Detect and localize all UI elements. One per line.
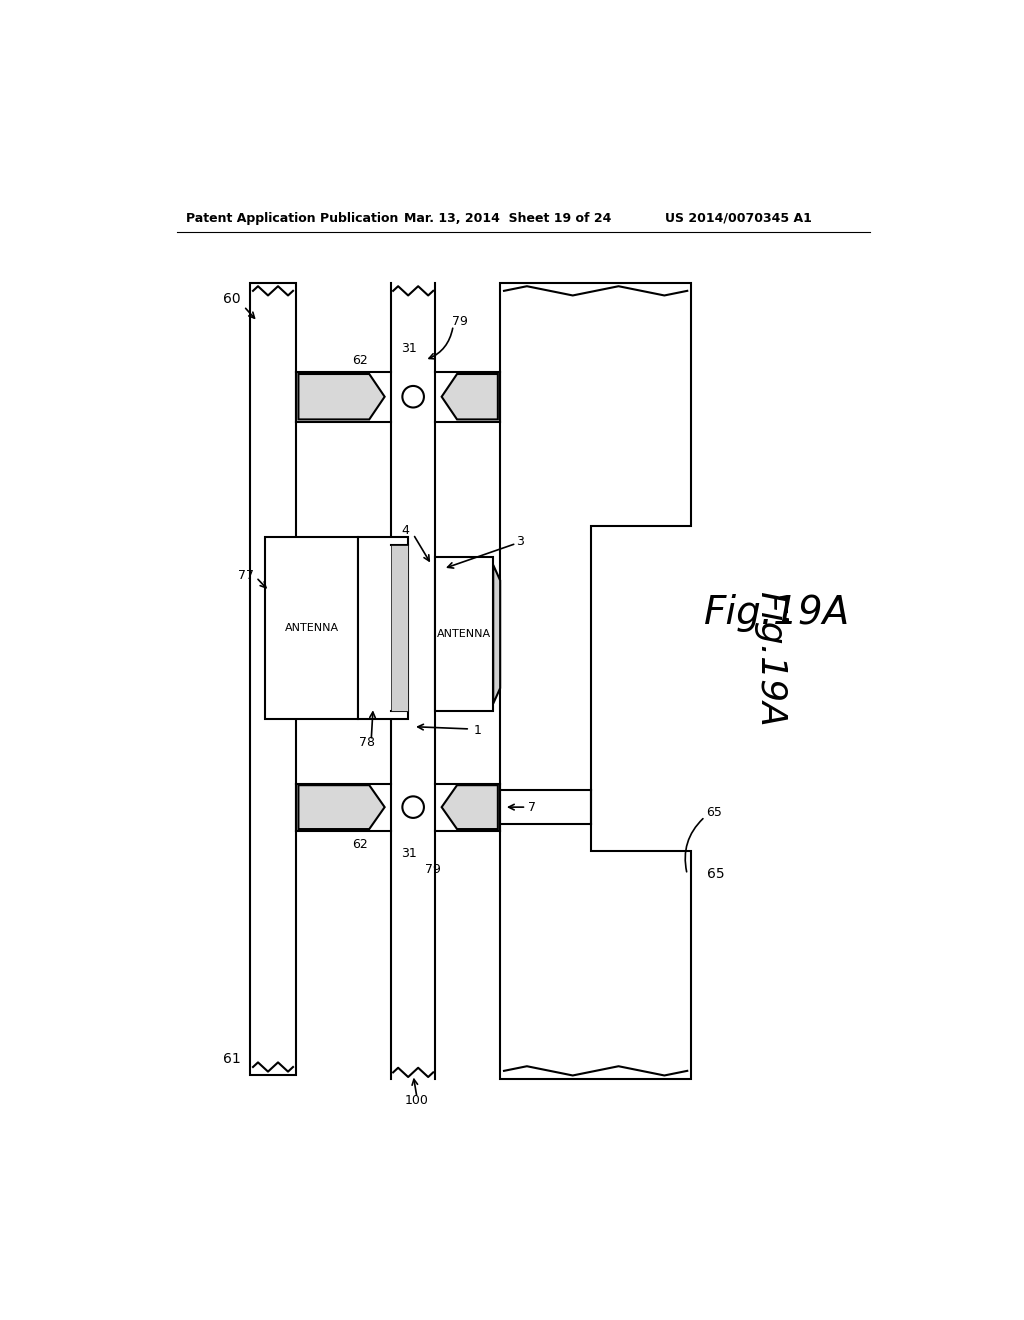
Text: ANTENNA: ANTENNA	[437, 630, 492, 639]
Bar	[435, 557, 494, 711]
Circle shape	[402, 796, 424, 818]
Text: 3: 3	[516, 536, 524, 548]
Text: 61: 61	[223, 1052, 241, 1067]
Polygon shape	[441, 374, 498, 420]
Circle shape	[402, 385, 424, 408]
Text: 100: 100	[406, 1093, 429, 1106]
Polygon shape	[441, 785, 498, 829]
Text: 79: 79	[425, 862, 440, 875]
Text: 1: 1	[474, 723, 482, 737]
Polygon shape	[298, 785, 385, 829]
Polygon shape	[298, 374, 385, 420]
Text: 79: 79	[452, 315, 468, 329]
Text: Mar. 13, 2014  Sheet 19 of 24: Mar. 13, 2014 Sheet 19 of 24	[404, 213, 611, 224]
Text: 62: 62	[352, 838, 368, 851]
Text: 65: 65	[707, 867, 724, 882]
Polygon shape	[500, 284, 691, 1078]
Text: 31: 31	[401, 847, 417, 861]
Bar	[250, 284, 296, 1074]
Text: 62: 62	[352, 354, 368, 367]
Bar	[357, 537, 408, 719]
Bar	[265, 537, 357, 719]
Text: 65: 65	[707, 807, 722, 820]
Text: 78: 78	[359, 735, 376, 748]
Text: 31: 31	[401, 342, 417, 355]
Polygon shape	[391, 545, 408, 711]
Text: 77: 77	[238, 569, 254, 582]
Text: 7: 7	[528, 801, 536, 813]
Text: Fig.19A: Fig.19A	[753, 591, 786, 727]
Text: 60: 60	[223, 292, 241, 305]
Polygon shape	[494, 565, 500, 704]
Text: Patent Application Publication: Patent Application Publication	[186, 213, 398, 224]
Text: ANTENNA: ANTENNA	[285, 623, 339, 634]
Text: Fig.19A: Fig.19A	[705, 594, 851, 632]
Text: 4: 4	[401, 524, 410, 537]
Text: US 2014/0070345 A1: US 2014/0070345 A1	[666, 213, 812, 224]
